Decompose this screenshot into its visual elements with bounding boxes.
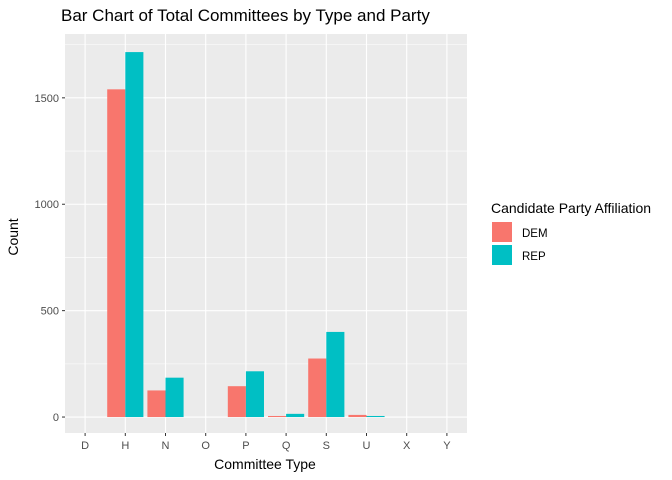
bar-rep-h [125, 52, 144, 418]
x-tick-label: P [242, 440, 249, 452]
x-tick-label: D [81, 440, 89, 452]
y-axis-title: Count [5, 218, 21, 255]
legend-label-dem: DEM [522, 228, 548, 240]
bar-dem-h [107, 89, 126, 418]
x-tick-label: H [121, 440, 129, 452]
x-tick-label: O [201, 440, 210, 452]
legend-title: Candidate Party Affiliation [491, 200, 651, 216]
bar-dem-n [147, 390, 166, 418]
x-tick-label: S [323, 440, 330, 452]
bar-rep-u [366, 415, 385, 418]
bar-dem-s [308, 358, 327, 418]
bar-rep-s [326, 331, 345, 418]
x-tick-label: Q [282, 440, 291, 452]
x-tick-label: X [403, 440, 411, 452]
legend-label-rep: REP [522, 251, 546, 263]
bar-dem-p [227, 386, 246, 418]
bar-rep-p [245, 371, 264, 418]
legend-swatch-dem [492, 222, 512, 242]
legend: Candidate Party Affiliation DEM REP [491, 200, 651, 265]
y-tick-label: 1500 [35, 93, 59, 105]
y-tick-label: 1000 [35, 199, 59, 211]
x-axis-title: Committee Type [214, 456, 316, 472]
bar-dem-u [348, 414, 367, 418]
y-axis: 0 500 1000 1500 [35, 93, 65, 424]
y-tick-label: 0 [53, 412, 59, 424]
bar-rep-q [286, 413, 305, 418]
bar-rep-n [165, 377, 184, 418]
bar-dem-q [268, 415, 287, 418]
legend-swatch-rep [492, 245, 512, 265]
y-tick-label: 500 [41, 306, 59, 318]
x-tick-label: N [162, 440, 170, 452]
chart-title: Bar Chart of Total Committees by Type an… [61, 6, 430, 25]
x-tick-label: U [363, 440, 371, 452]
x-tick-label: Y [443, 440, 451, 452]
bars [107, 52, 385, 418]
